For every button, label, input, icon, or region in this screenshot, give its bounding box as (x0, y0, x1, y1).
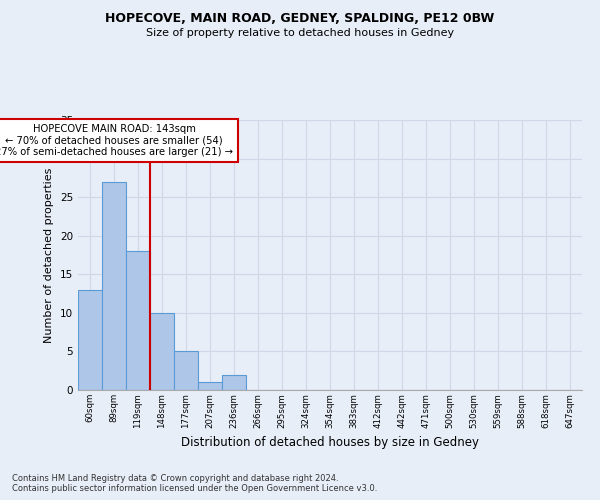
Bar (150, 313, 174, 390)
Bar (126, 251, 150, 390)
Bar (222, 374, 246, 390)
Text: Size of property relative to detached houses in Gedney: Size of property relative to detached ho… (146, 28, 454, 38)
Bar (174, 352, 198, 390)
Bar (198, 382, 222, 390)
Text: Contains HM Land Registry data © Crown copyright and database right 2024.: Contains HM Land Registry data © Crown c… (12, 474, 338, 483)
Text: HOPECOVE, MAIN ROAD, GEDNEY, SPALDING, PE12 0BW: HOPECOVE, MAIN ROAD, GEDNEY, SPALDING, P… (106, 12, 494, 26)
X-axis label: Distribution of detached houses by size in Gedney: Distribution of detached houses by size … (181, 436, 479, 449)
Bar (102, 182, 126, 390)
Text: Contains public sector information licensed under the Open Government Licence v3: Contains public sector information licen… (12, 484, 377, 493)
Bar (78, 290, 102, 390)
Y-axis label: Number of detached properties: Number of detached properties (44, 168, 55, 342)
Text: HOPECOVE MAIN ROAD: 143sqm
← 70% of detached houses are smaller (54)
27% of semi: HOPECOVE MAIN ROAD: 143sqm ← 70% of deta… (0, 124, 233, 157)
